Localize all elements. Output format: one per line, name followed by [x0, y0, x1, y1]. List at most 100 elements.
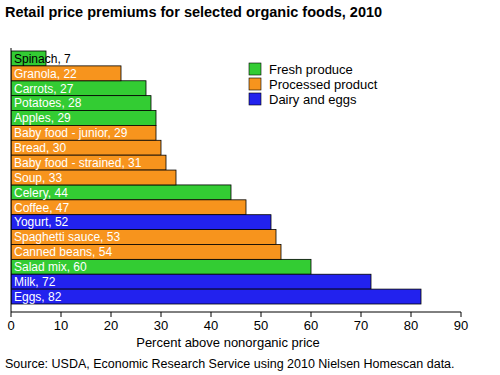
x-tick-label: 40: [204, 318, 218, 333]
x-tick-label: 50: [254, 318, 268, 333]
x-tick: [361, 312, 362, 317]
bar-label-separator: ,: [121, 156, 128, 170]
bar-label: Granola, 22: [14, 67, 77, 81]
bar: [11, 200, 246, 215]
bar: [11, 259, 311, 274]
bar-label-separator: ,: [35, 275, 42, 289]
bar: [11, 274, 371, 289]
y-axis-line: [11, 48, 12, 312]
bar-label: Canned beans, 54: [14, 245, 112, 259]
legend-swatch: [249, 78, 261, 90]
source: Source: USDA, Economic Research Service …: [5, 357, 455, 371]
x-tick-label: 60: [304, 318, 318, 333]
bar: [11, 244, 281, 259]
bar-label-value: 29: [114, 126, 128, 140]
bar-label: Carrots, 27: [14, 82, 74, 96]
bar-label-value: 27: [60, 82, 74, 96]
bar-label-separator: ,: [48, 186, 55, 200]
bar-label-separator: ,: [57, 52, 64, 66]
bar-label: Bread, 30: [14, 141, 66, 155]
bar-label-category: Eggs: [14, 290, 41, 304]
legend-label: Fresh produce: [269, 62, 353, 77]
bar-label: Spinach, 7: [14, 52, 71, 66]
bar-label: Celery, 44: [14, 186, 68, 200]
bar-label-value: 60: [73, 260, 87, 274]
bar-label-value: 82: [48, 290, 62, 304]
bar-label: Yogurt, 52: [14, 215, 69, 229]
bar-label-value: 44: [54, 186, 68, 200]
bar-label-value: 52: [55, 215, 69, 229]
bar-label-category: Potatoes: [14, 96, 61, 110]
x-tick-label: 10: [54, 318, 68, 333]
bar-label: Baby food - strained, 31: [14, 156, 142, 170]
bar-label-category: Spinach: [14, 52, 57, 66]
bar-label-separator: ,: [100, 230, 107, 244]
x-tick: [411, 312, 412, 317]
bar-label-separator: ,: [42, 171, 49, 185]
bar-label-separator: ,: [57, 67, 64, 81]
bar-label-category: Bread: [14, 141, 46, 155]
bar-label-separator: ,: [49, 201, 56, 215]
x-tick: [461, 312, 462, 317]
x-tick: [61, 312, 62, 317]
bar: [11, 215, 271, 230]
x-tick: [211, 312, 212, 317]
bar: [11, 185, 231, 200]
bar-label-category: Yogurt: [14, 215, 49, 229]
bar-label-separator: ,: [92, 245, 99, 259]
bar: [11, 66, 121, 81]
x-axis-line: [11, 312, 461, 313]
bar: [11, 111, 156, 126]
bar-label-separator: ,: [107, 126, 114, 140]
x-tick: [161, 312, 162, 317]
bar-label: Soup, 33: [14, 171, 62, 185]
bar-label-value: 28: [68, 96, 82, 110]
bar-label-value: 22: [63, 67, 77, 81]
bar: [11, 96, 151, 111]
bar-label: Eggs, 82: [14, 290, 62, 304]
x-tick: [11, 312, 12, 317]
bar-label: Milk, 72: [14, 275, 56, 289]
bar: [11, 289, 421, 304]
x-tick-label: 90: [454, 318, 468, 333]
bar-label-separator: ,: [53, 82, 60, 96]
x-tick: [261, 312, 262, 317]
bars: [11, 51, 421, 304]
bar-label: Potatoes, 28: [14, 96, 82, 110]
bar-label-value: 7: [64, 52, 71, 66]
legend-label: Processed product: [269, 77, 378, 92]
legend-swatch: [249, 63, 261, 75]
x-tick-label: 0: [7, 318, 14, 333]
bar-label-category: Canned beans: [14, 245, 92, 259]
x-tick-label: 30: [154, 318, 168, 333]
x-tick: [311, 312, 312, 317]
bar-label: Coffee, 47: [14, 201, 69, 215]
title: Retail price premiums for selected organ…: [5, 4, 382, 20]
bar-label-category: Apples: [14, 111, 51, 125]
bar-label-value: 33: [49, 171, 63, 185]
bar: [11, 155, 166, 170]
bar: [11, 125, 156, 140]
bar-label: Baby food - junior, 29: [14, 126, 128, 140]
legend-label: Dairy and eggs: [269, 92, 357, 107]
x-tick: [111, 312, 112, 317]
legend-swatch: [249, 93, 261, 105]
bar-label-value: 72: [42, 275, 56, 289]
bar-label-category: Salad mix: [14, 260, 67, 274]
bar-label-category: Baby food - junior: [14, 126, 108, 140]
bar-label-category: Milk: [14, 275, 36, 289]
bar-label-separator: ,: [48, 215, 55, 229]
bar-label-separator: ,: [51, 111, 58, 125]
bar-label-category: Carrots: [14, 82, 53, 96]
bar-label-value: 31: [128, 156, 142, 170]
bar-label-category: Spaghetti sauce: [14, 230, 100, 244]
bar: [11, 170, 176, 185]
bar: [11, 81, 146, 96]
legend: Fresh produceProcessed productDairy and …: [249, 62, 378, 107]
bar: [11, 140, 161, 155]
x-tick-label: 70: [354, 318, 368, 333]
bar-label-value: 30: [53, 141, 67, 155]
bar-label-value: 29: [57, 111, 71, 125]
x-tick-label: 80: [404, 318, 418, 333]
bar-label-category: Celery: [14, 186, 49, 200]
